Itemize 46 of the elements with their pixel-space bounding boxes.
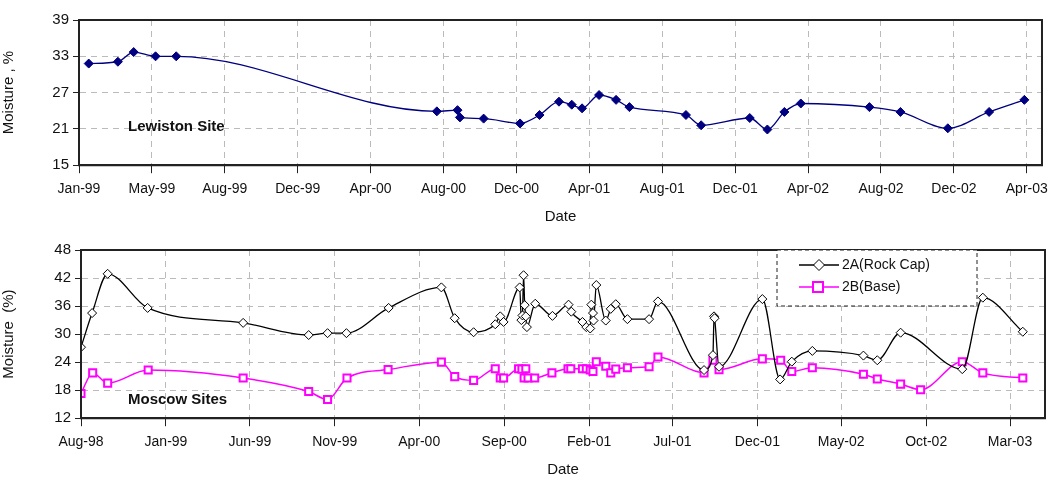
x-tick-label: Apr-01 [568, 180, 611, 197]
x-tick-label: Dec-01 [734, 433, 781, 450]
x-tick-label: Aug-99 [202, 180, 248, 197]
x-tick-label: May-99 [128, 180, 176, 197]
y-axis-title: Moisture (%) [0, 289, 17, 379]
y-tick-label: 15 [52, 155, 69, 173]
y-tick-label: 24 [54, 352, 71, 370]
x-tick-label: Aug-01 [639, 180, 686, 197]
y-tick-label: 21 [52, 119, 69, 137]
x-tick-label: Aug-98 [58, 433, 104, 450]
x-tick-label: Dec-02 [931, 180, 977, 197]
y-axis-title: Moisture , % [0, 50, 17, 135]
y-tick-label: 30 [54, 324, 71, 342]
y-tick-label: 36 [54, 296, 71, 314]
y-tick-label: 42 [54, 268, 71, 286]
y-tick-label: 33 [52, 46, 69, 64]
x-tick-label: Jan-99 [57, 180, 101, 197]
x-tick-label: Apr-00 [349, 180, 392, 197]
y-tick-label: 27 [52, 82, 69, 100]
y-tick-label: 18 [54, 380, 71, 398]
legend-label: 2B(Base) [842, 277, 901, 294]
x-tick-label: Sep-00 [481, 433, 527, 450]
y-tick-label: 48 [54, 240, 71, 258]
x-tick-label: Nov-99 [312, 433, 358, 450]
x-tick-label: Aug-00 [420, 180, 467, 197]
x-tick-label: Jun-99 [228, 433, 272, 450]
annotation: Moscow Sites [128, 390, 228, 408]
x-tick-label: Apr-03 [1005, 180, 1049, 197]
x-tick-label: Mar-03 [987, 433, 1033, 450]
x-tick-label: Apr-00 [398, 433, 441, 450]
x-axis-title: Date [544, 207, 577, 225]
x-tick-label: Jul-01 [653, 433, 692, 450]
x-tick-label: Dec-01 [712, 180, 758, 197]
x-tick-label: May-02 [817, 433, 865, 450]
x-tick-label: Dec-99 [275, 180, 321, 197]
x-tick-label: Oct-02 [905, 433, 948, 450]
x-tick-label: Feb-01 [566, 433, 612, 450]
x-tick-label: Dec-00 [493, 180, 540, 197]
x-tick-label: Aug-02 [858, 180, 904, 197]
x-tick-label: Jan-99 [144, 433, 188, 450]
legend-label: 2A(Rock Cap) [842, 255, 930, 272]
y-tick-label: 12 [54, 408, 71, 426]
annotation: Lewiston Site [128, 117, 225, 135]
y-tick-label: 39 [52, 10, 69, 28]
x-tick-label: Apr-02 [787, 180, 830, 197]
x-axis-title: Date [547, 460, 579, 478]
